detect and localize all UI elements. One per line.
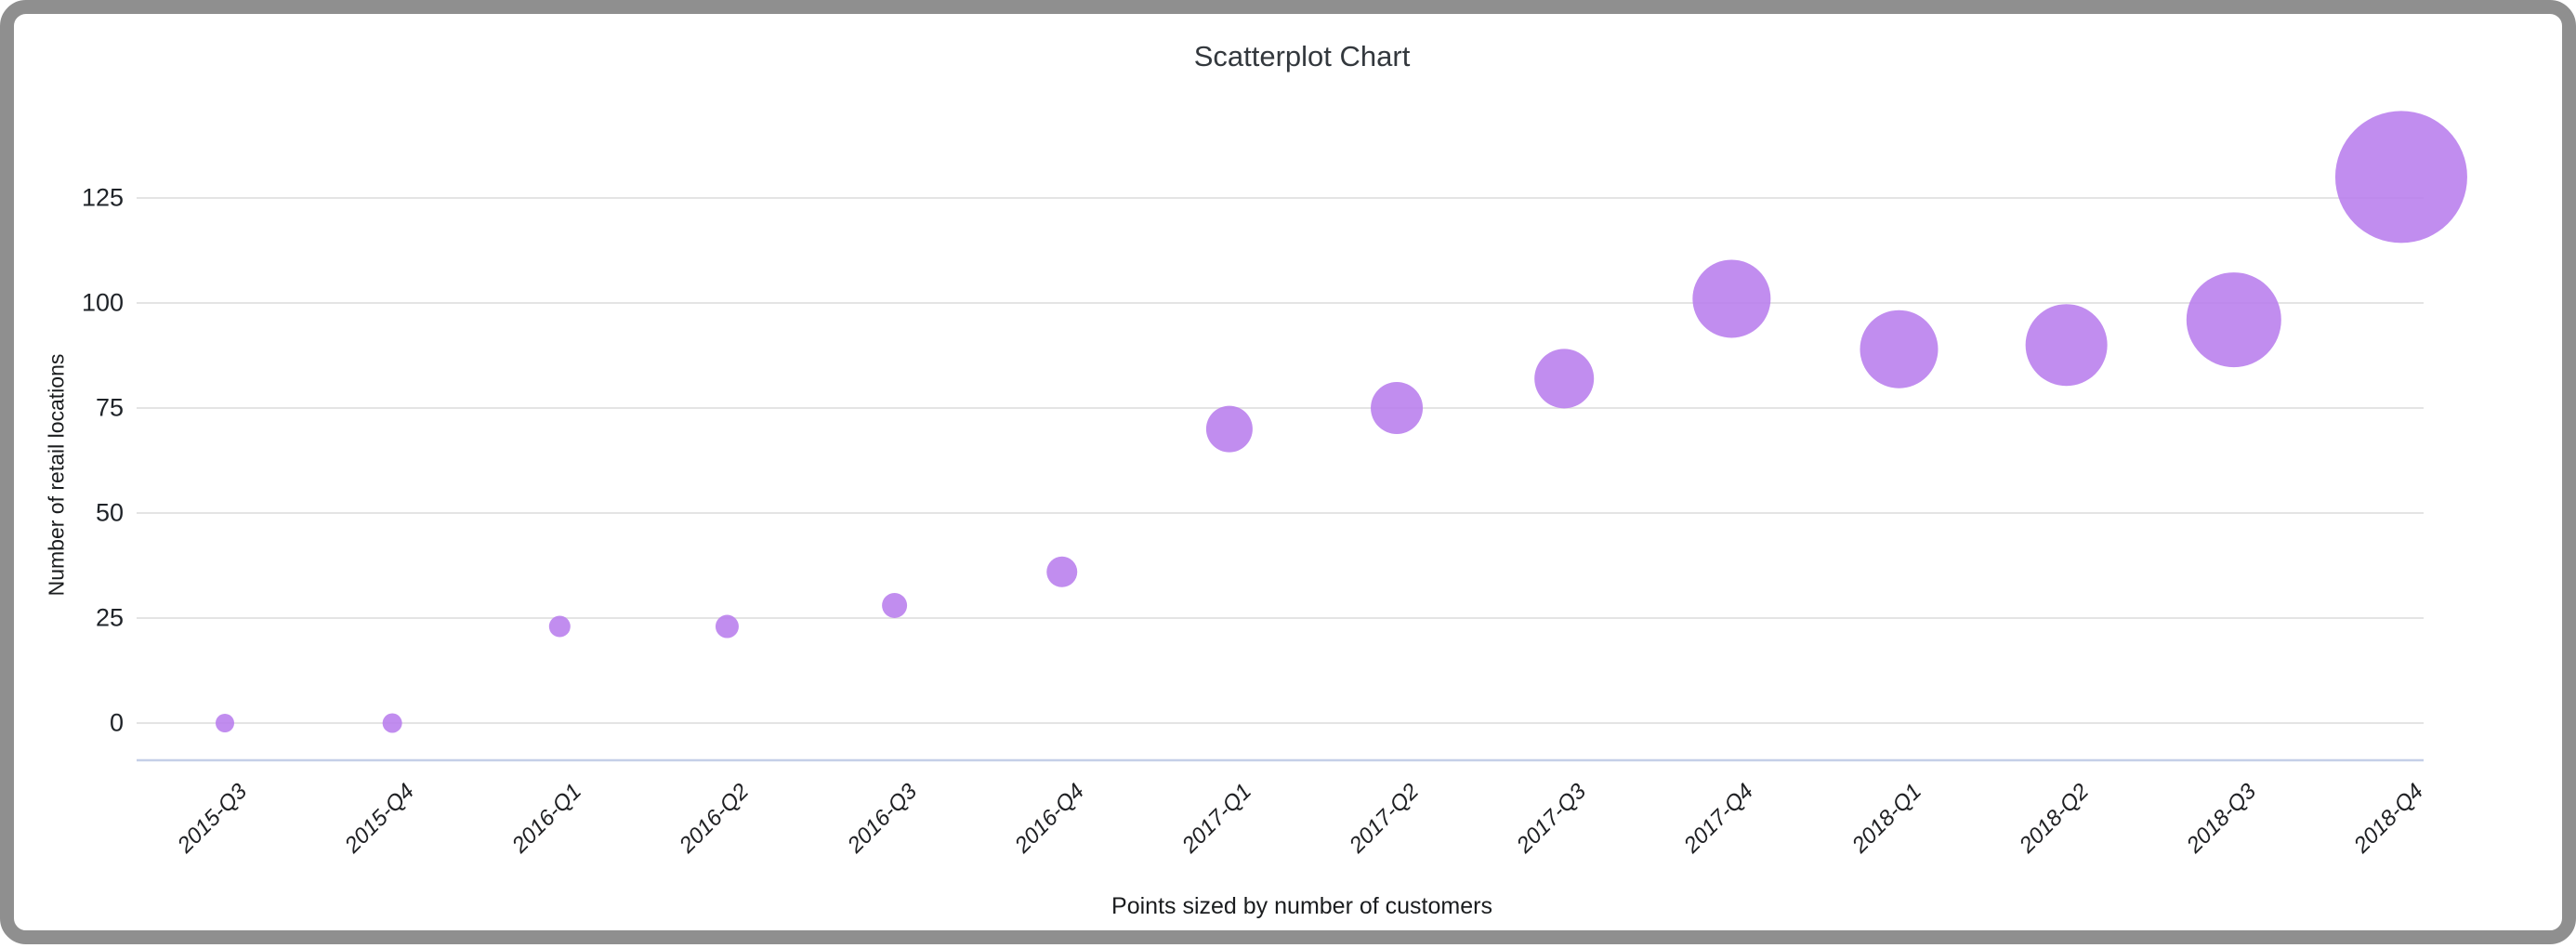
- data-point-2018-Q2[interactable]: [2025, 304, 2108, 387]
- y-tick-label: 125: [81, 183, 124, 212]
- data-point-2018-Q1[interactable]: [1860, 309, 1939, 388]
- data-point-2018-Q4[interactable]: [2334, 111, 2467, 244]
- data-point-2018-Q3[interactable]: [2186, 272, 2281, 368]
- data-point-2016-Q3[interactable]: [882, 592, 908, 618]
- y-tick-label: 0: [109, 708, 124, 737]
- chart-caption: Points sized by number of customers: [1111, 893, 1492, 919]
- data-point-2017-Q4[interactable]: [1692, 259, 1771, 338]
- y-tick-label: 100: [81, 288, 124, 317]
- chart-title: Scatterplot Chart: [1193, 40, 1411, 72]
- y-tick-label: 50: [95, 498, 124, 527]
- data-point-2017-Q1[interactable]: [1205, 405, 1253, 453]
- data-point-2015-Q4[interactable]: [382, 713, 402, 733]
- y-tick-label: 75: [95, 393, 124, 422]
- data-point-2015-Q3[interactable]: [216, 714, 234, 732]
- data-point-2017-Q2[interactable]: [1371, 382, 1424, 434]
- plot-area: [137, 111, 2467, 762]
- data-point-2016-Q4[interactable]: [1046, 556, 1078, 587]
- data-point-2016-Q1[interactable]: [548, 615, 571, 638]
- data-point-2017-Q3[interactable]: [1534, 349, 1595, 409]
- y-tick-label: 25: [95, 603, 124, 632]
- data-point-2016-Q2[interactable]: [715, 614, 739, 639]
